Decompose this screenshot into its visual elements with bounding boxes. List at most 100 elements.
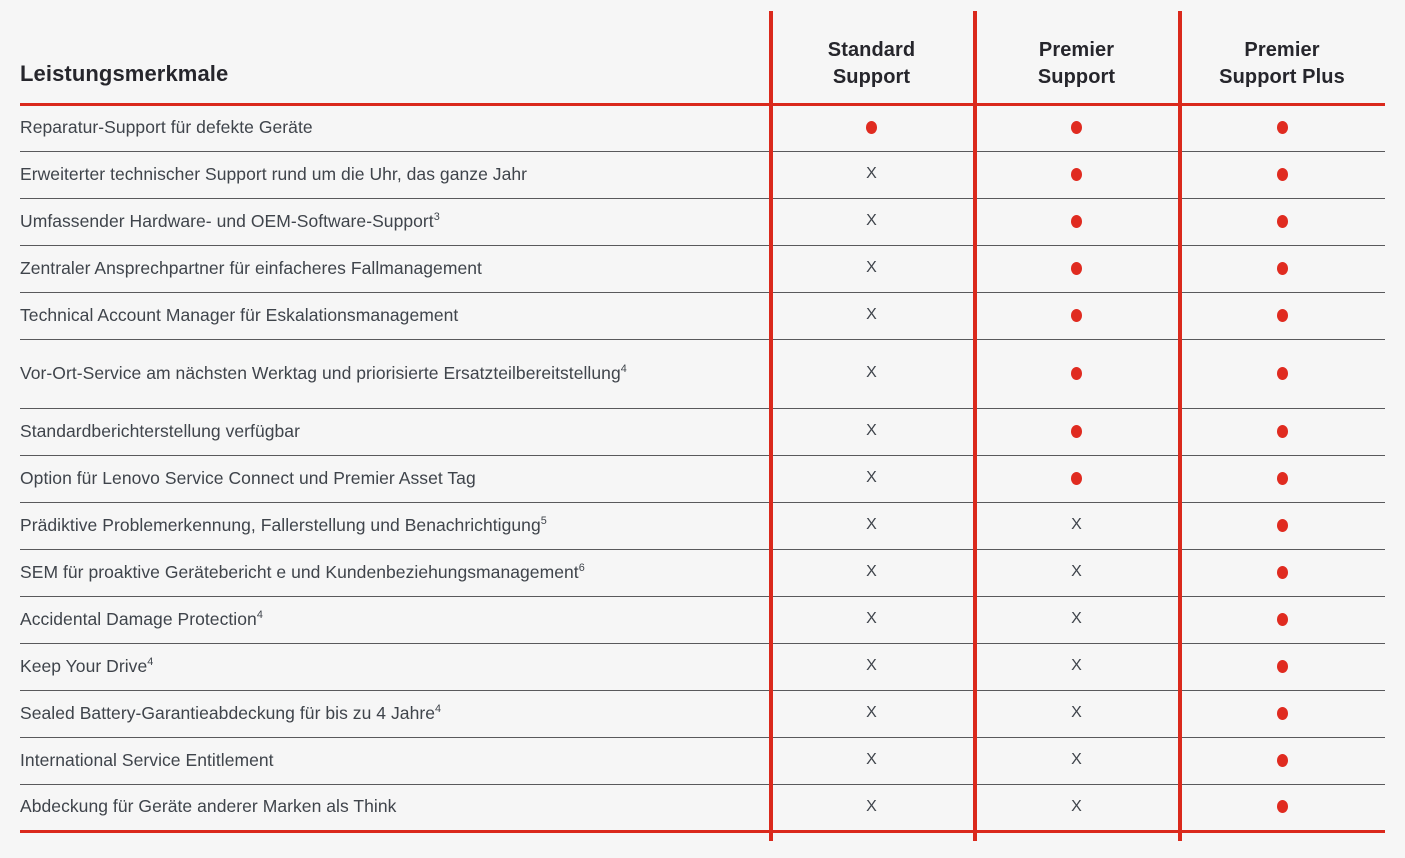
included-dot-icon	[1276, 167, 1288, 181]
feature-label: Reparatur-Support für defekte Geräte	[20, 104, 769, 152]
included-dot-icon	[1071, 424, 1082, 438]
table-row: Sealed Battery-Garantieabdeckung für bis…	[20, 690, 1385, 738]
column-header-premier-support-plus-line1: Premier	[1244, 38, 1320, 61]
cell-included	[1179, 198, 1385, 246]
excluded-x-icon: X	[1071, 563, 1082, 581]
cell-included	[974, 455, 1179, 503]
included-dot-icon	[1071, 261, 1082, 275]
feature-label: SEM für proaktive Gerätebericht e und Ku…	[20, 549, 769, 597]
feature-label: Keep Your Drive4	[20, 643, 769, 691]
table-row: SEM für proaktive Gerätebericht e und Ku…	[20, 549, 1385, 597]
excluded-x-icon: X	[866, 610, 877, 628]
included-dot-icon	[1276, 366, 1288, 380]
table-row: Technical Account Manager für Eskalation…	[20, 292, 1385, 340]
cell-included	[1179, 104, 1385, 152]
cell-included	[1179, 151, 1385, 199]
feature-label: Abdeckung für Geräte anderer Marken als …	[20, 784, 769, 833]
cell-included	[1179, 784, 1385, 833]
included-dot-icon	[1276, 424, 1288, 438]
footnote-marker: 6	[578, 562, 585, 575]
cell-included	[974, 104, 1179, 152]
included-dot-icon	[1071, 167, 1082, 181]
feature-label: Accidental Damage Protection4	[20, 596, 769, 644]
table-row: Erweiterter technischer Support rund um …	[20, 151, 1385, 199]
included-dot-icon	[1276, 565, 1288, 579]
footnote-marker: 4	[435, 703, 442, 716]
table-body: Reparatur-Support für defekte Geräte Erwe…	[20, 104, 1385, 833]
included-dot-icon	[1276, 706, 1288, 720]
header-row: Leistungsmerkmale Standard Support Premi…	[20, 0, 1385, 106]
cell-excluded: X	[769, 151, 974, 199]
column-header-standard-support-line1: Standard	[827, 38, 916, 61]
excluded-x-icon: X	[866, 751, 877, 769]
cell-excluded: X	[769, 292, 974, 340]
excluded-x-icon: X	[866, 657, 877, 675]
cell-included	[974, 151, 1179, 199]
feature-label: Erweiterter technischer Support rund um …	[20, 151, 769, 199]
excluded-x-icon: X	[1071, 704, 1082, 722]
included-dot-icon	[1276, 659, 1288, 673]
column-divider-2	[973, 11, 977, 841]
column-divider-3	[1178, 11, 1182, 841]
cell-included	[1179, 292, 1385, 340]
included-dot-icon	[1276, 800, 1288, 814]
excluded-x-icon: X	[866, 797, 877, 815]
excluded-x-icon: X	[866, 469, 877, 487]
cell-included	[1179, 549, 1385, 597]
footnote-marker: 3	[433, 211, 440, 224]
cell-excluded: X	[974, 784, 1179, 833]
cell-included	[974, 292, 1179, 340]
cell-excluded: X	[769, 690, 974, 738]
cell-included	[1179, 339, 1385, 409]
footnote-marker: 4	[620, 363, 627, 376]
footnote-marker: 5	[540, 515, 547, 528]
feature-label: Sealed Battery-Garantieabdeckung für bis…	[20, 690, 769, 738]
table-row: Zentraler Ansprechpartner für einfachere…	[20, 245, 1385, 293]
excluded-x-icon: X	[866, 212, 877, 230]
cell-included	[974, 245, 1179, 293]
table-row: International Service Entitlement X X	[20, 737, 1385, 785]
included-dot-icon	[1276, 308, 1288, 322]
table-row: Umfassender Hardware- und OEM-Software-S…	[20, 198, 1385, 246]
included-dot-icon	[1276, 518, 1288, 532]
footnote-marker: 4	[147, 656, 154, 669]
feature-label: Prädiktive Problemerkennung, Fallerstell…	[20, 502, 769, 550]
cell-excluded: X	[974, 643, 1179, 691]
cell-excluded: X	[974, 596, 1179, 644]
cell-excluded: X	[974, 737, 1179, 785]
feature-column-header: Leistungsmerkmale	[20, 0, 769, 106]
column-header-premier-support-plus-line2: Support Plus	[1219, 65, 1345, 88]
cell-excluded: X	[769, 339, 974, 409]
excluded-x-icon: X	[866, 165, 877, 183]
cell-included	[1179, 690, 1385, 738]
table-row: Option für Lenovo Service Connect und Pr…	[20, 455, 1385, 503]
excluded-x-icon: X	[1071, 657, 1082, 675]
column-header-premier-support-line2: Support	[1037, 65, 1116, 88]
included-dot-icon	[866, 121, 877, 135]
cell-included	[1179, 596, 1385, 644]
cell-included	[1179, 245, 1385, 293]
included-dot-icon	[1276, 753, 1288, 767]
column-header-premier-support-line1: Premier	[1038, 38, 1115, 61]
column-header-premier-support: Premier Support	[974, 0, 1179, 106]
cell-included	[1179, 737, 1385, 785]
cell-included	[769, 104, 974, 152]
table-row: Reparatur-Support für defekte Geräte	[20, 104, 1385, 152]
column-header-standard-support-line2: Support	[832, 65, 911, 88]
column-header-standard-support: Standard Support	[769, 0, 974, 106]
excluded-x-icon: X	[866, 364, 877, 382]
table-row: Prädiktive Problemerkennung, Fallerstell…	[20, 502, 1385, 550]
footnote-marker: 4	[256, 609, 263, 622]
feature-label: Technical Account Manager für Eskalation…	[20, 292, 769, 340]
excluded-x-icon: X	[866, 306, 877, 324]
column-header-premier-support-plus: Premier Support Plus	[1179, 0, 1385, 106]
cell-included	[1179, 408, 1385, 456]
feature-label: Option für Lenovo Service Connect und Pr…	[20, 455, 769, 503]
cell-included	[1179, 502, 1385, 550]
column-divider-1	[769, 11, 773, 841]
table-row: Abdeckung für Geräte anderer Marken als …	[20, 784, 1385, 833]
cell-included	[974, 408, 1179, 456]
table-row: Accidental Damage Protection4 X X	[20, 596, 1385, 644]
feature-grid: Leistungsmerkmale Standard Support Premi…	[20, 0, 1385, 833]
